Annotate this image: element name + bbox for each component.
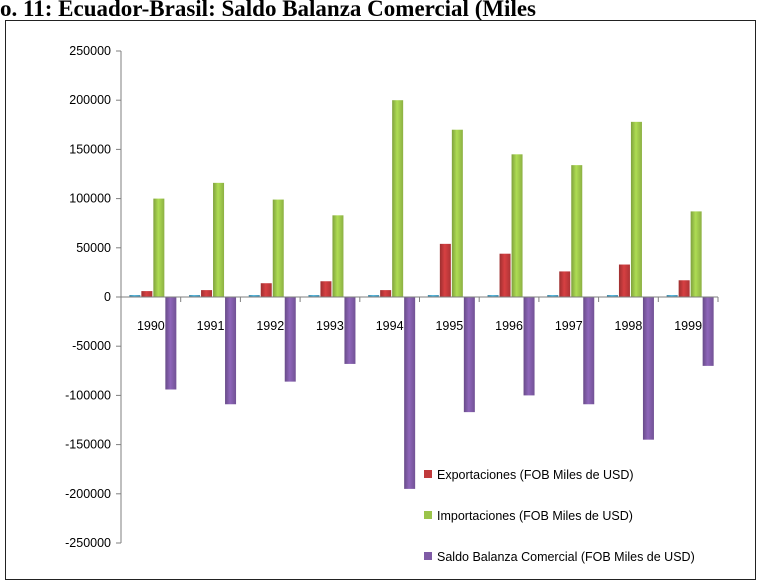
bar-series2-1990	[141, 291, 153, 297]
x-tick-label: 1991	[197, 319, 225, 333]
legend: Exportaciones (FOB Miles de USD) Importac…	[424, 468, 695, 564]
x-tick-label: 1993	[316, 319, 344, 333]
bar-series1-1996	[487, 295, 499, 297]
legend-swatch	[424, 511, 432, 519]
bar-series4-1999	[702, 297, 714, 366]
bar-series1-1990	[129, 295, 141, 297]
bar-series3-1992	[272, 199, 284, 297]
bar-series2-1993	[320, 281, 332, 297]
bar-series4-1991	[225, 297, 237, 405]
y-tick-label: 50000	[76, 241, 111, 255]
bar-series3-1993	[332, 215, 344, 297]
y-tick-label: 200000	[69, 93, 111, 107]
bar-series3-1997	[571, 165, 583, 297]
bar-series4-1995	[463, 297, 475, 413]
x-tick-label: 1997	[555, 319, 583, 333]
bar-series3-1999	[690, 211, 702, 297]
x-tick-label: 1992	[256, 319, 284, 333]
bar-series1-1997	[547, 295, 559, 297]
x-tick-label: 1999	[674, 319, 702, 333]
y-tick-label: 0	[104, 290, 111, 304]
bar-series2-1994	[380, 290, 392, 297]
bar-series2-1999	[678, 280, 690, 297]
y-tick-label: -200000	[65, 487, 111, 501]
y-tick-label: -50000	[72, 339, 111, 353]
bar-chart: -250000 -200000 -150000 -100000 -50000 0 50000…	[65, 44, 719, 564]
bar-series4-1997	[583, 297, 595, 405]
legend-swatch	[424, 470, 432, 478]
y-tick-label: -150000	[65, 438, 111, 452]
bar-series4-1990	[165, 297, 177, 390]
bar-series2-1995	[439, 243, 451, 297]
y-tick-label: -250000	[65, 536, 111, 550]
bar-series4-1994	[404, 297, 416, 489]
y-tick-label: -100000	[65, 388, 111, 402]
bar-series3-1990	[153, 198, 165, 297]
bar-series3-1996	[511, 154, 523, 297]
x-tick-label: 1996	[495, 319, 523, 333]
bar-series4-1998	[642, 297, 654, 440]
x-tick-label: 1995	[435, 319, 463, 333]
y-tick-label: 250000	[69, 44, 111, 58]
x-tick-label: 1990	[137, 319, 165, 333]
bar-series1-1995	[427, 295, 439, 297]
legend-label: Exportaciones (FOB Miles de USD)	[437, 468, 634, 482]
bar-series4-1993	[344, 297, 356, 364]
legend-label: Saldo Balanza Comercial (FOB Miles de US…	[437, 550, 695, 564]
bar-series4-1996	[523, 297, 535, 396]
y-tick-label: 100000	[69, 192, 111, 206]
axes: -250000 -200000 -150000 -100000 -50000 0 50000…	[65, 44, 719, 550]
legend-label: Importaciones (FOB Miles de USD)	[437, 509, 633, 523]
bar-series1-1992	[248, 295, 260, 297]
bar-series1-1993	[308, 295, 320, 297]
bar-series1-1998	[606, 295, 618, 297]
bar-series3-1998	[630, 121, 642, 298]
x-tick-label: 1994	[376, 319, 404, 333]
bar-series1-1991	[189, 295, 201, 297]
bar-series2-1991	[201, 290, 213, 297]
bar-series3-1994	[392, 100, 404, 297]
bar-series2-1998	[618, 264, 630, 297]
bar-series1-1999	[666, 295, 678, 297]
bar-series2-1996	[499, 253, 511, 297]
bar-series3-1995	[451, 129, 463, 297]
page-title: o. 11: Ecuador-Brasil: Saldo Balanza Com…	[0, 0, 536, 21]
bar-series4-1992	[284, 297, 296, 382]
chart-frame: -250000 -200000 -150000 -100000 -50000 0 50000…	[5, 20, 756, 580]
bar-series2-1992	[260, 283, 272, 297]
x-tick-label: 1998	[615, 319, 643, 333]
legend-swatch	[424, 552, 432, 560]
bars-layer	[129, 100, 714, 489]
bar-series3-1991	[213, 182, 225, 297]
bar-series2-1997	[559, 271, 571, 297]
bar-series1-1994	[368, 295, 380, 297]
y-tick-label: 150000	[69, 142, 111, 156]
